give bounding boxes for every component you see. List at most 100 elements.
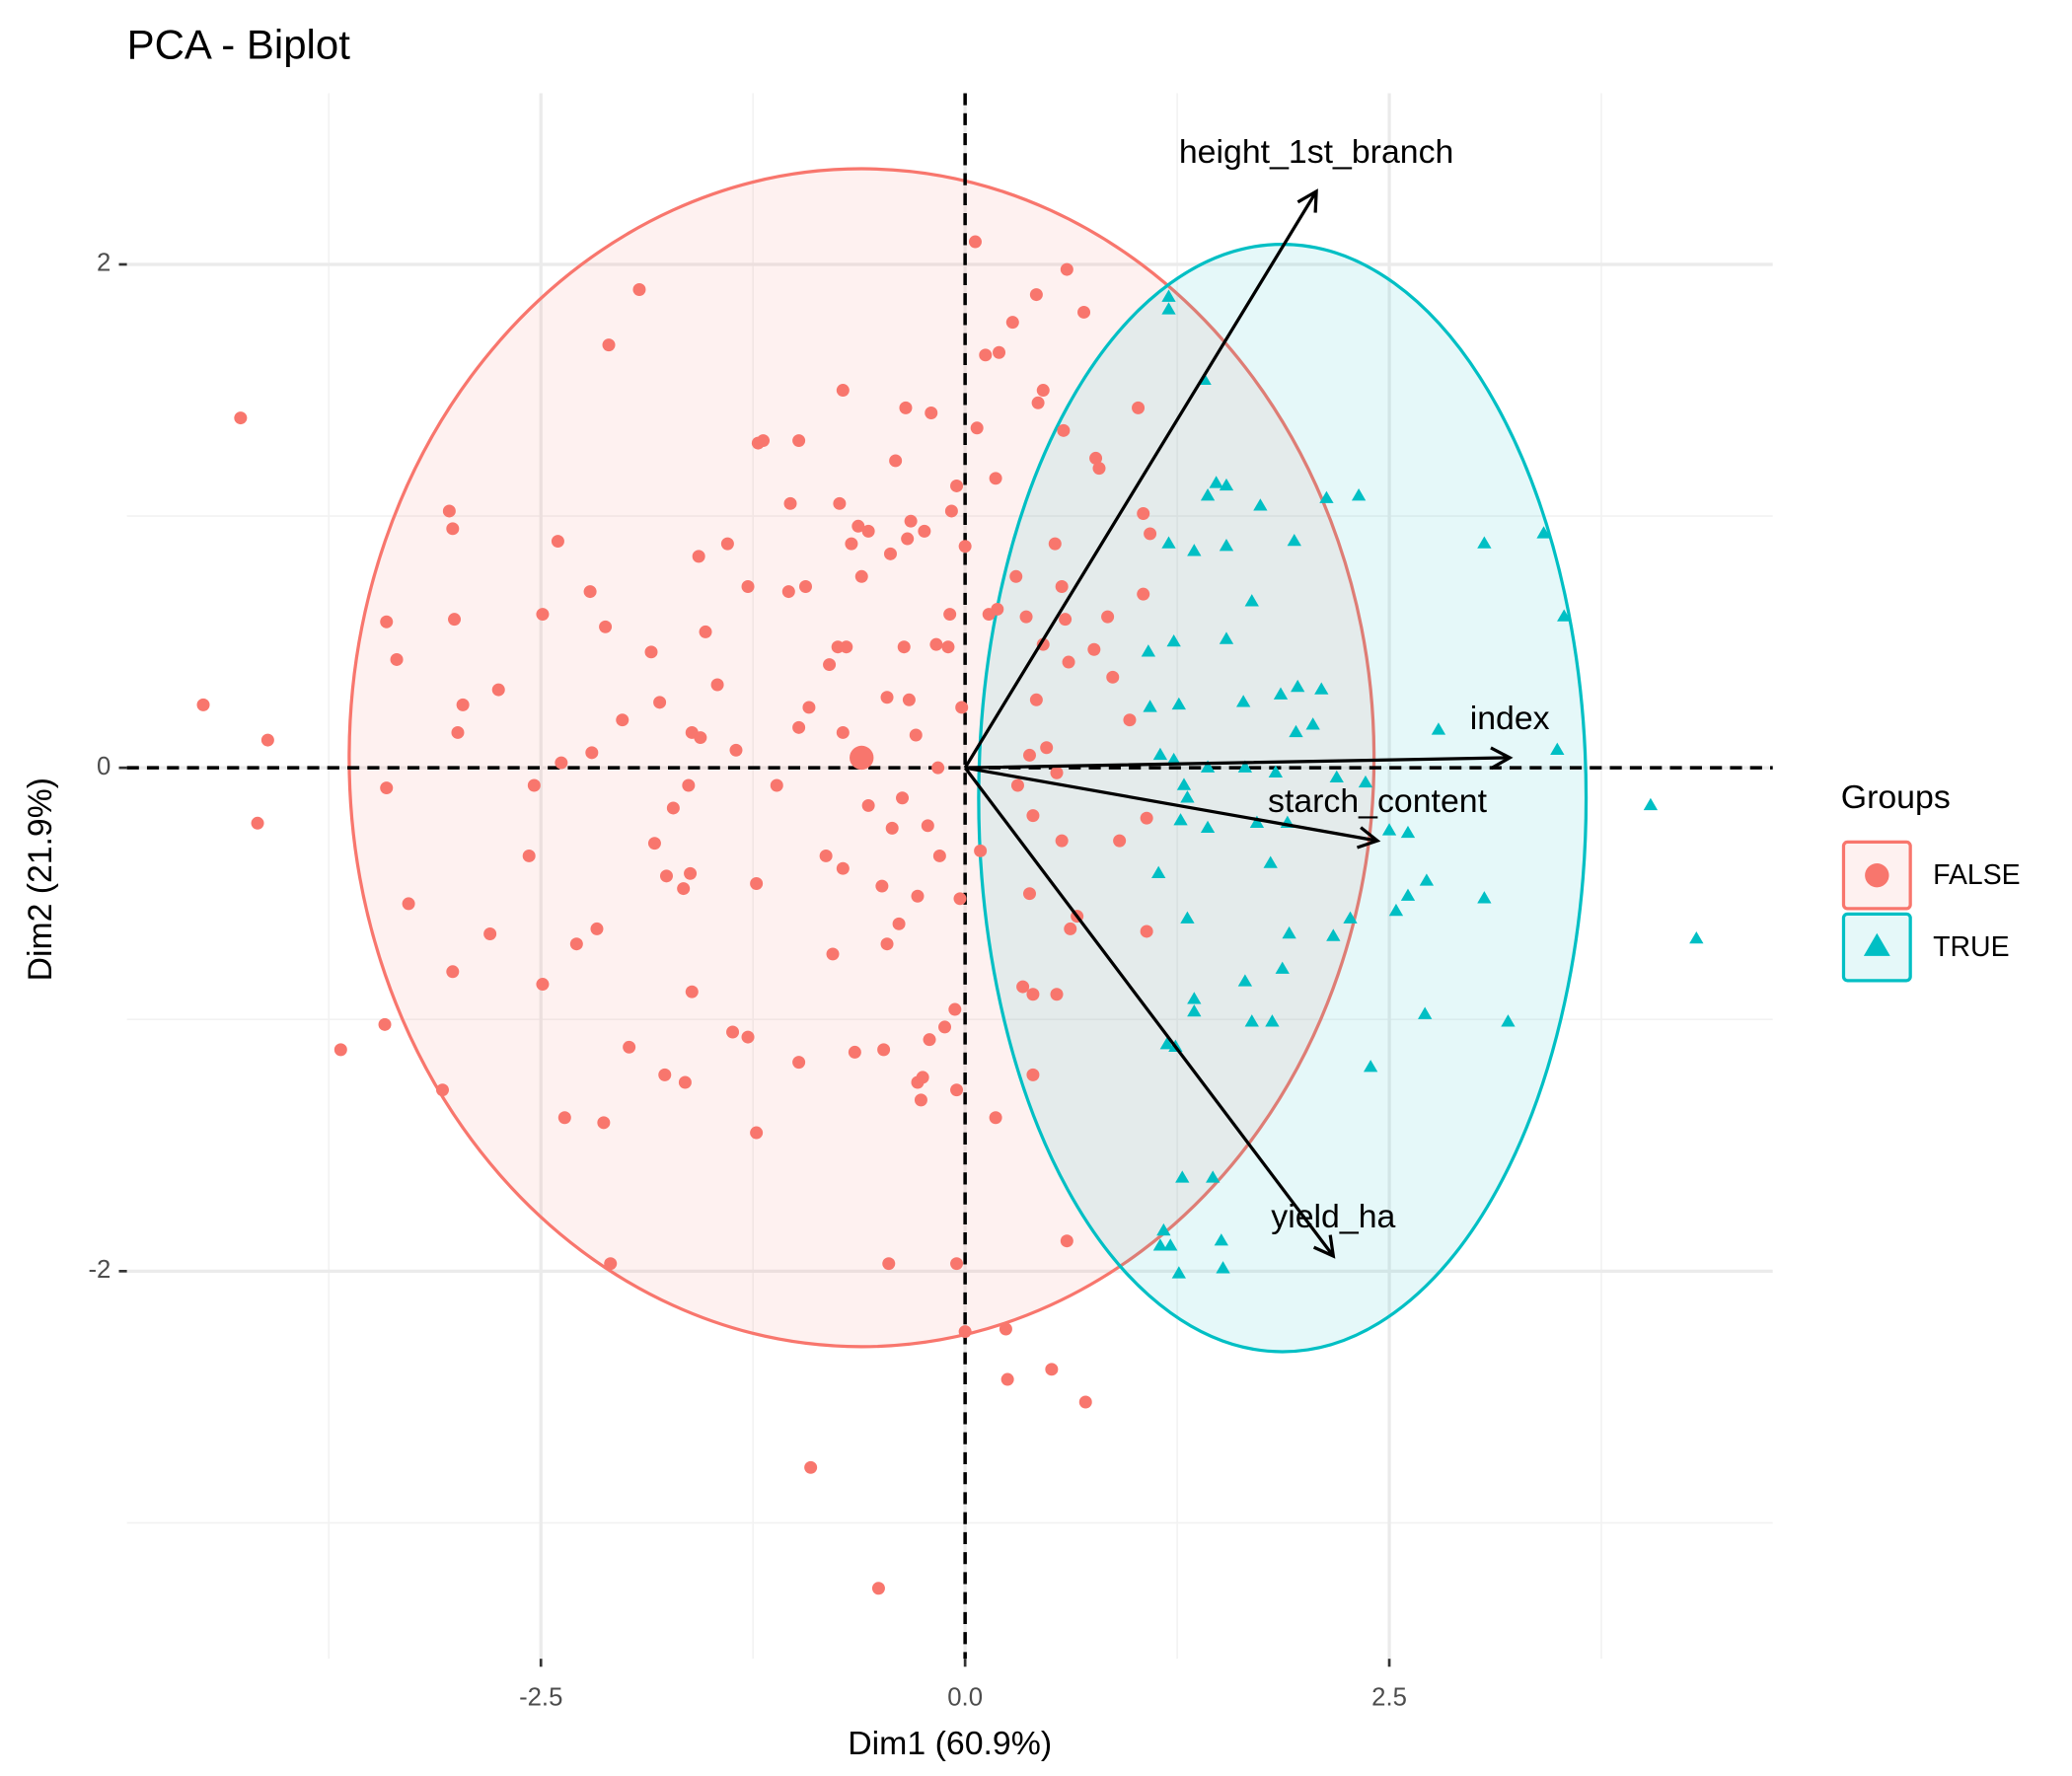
point (555, 756, 568, 770)
point (901, 532, 915, 546)
point (1050, 766, 1064, 779)
point (590, 922, 604, 935)
point (557, 1111, 571, 1125)
point (1265, 1014, 1280, 1027)
point (836, 861, 850, 875)
point (792, 720, 806, 734)
point (1166, 633, 1181, 647)
point (1275, 961, 1290, 974)
point (882, 1257, 896, 1271)
point (251, 816, 264, 830)
point (943, 608, 957, 622)
point (1249, 815, 1265, 828)
point (941, 640, 955, 654)
point (1363, 1060, 1378, 1073)
point (1358, 775, 1373, 788)
point (442, 504, 456, 518)
point (599, 620, 613, 633)
point (1477, 536, 1492, 549)
point (974, 844, 988, 857)
point (1244, 1014, 1259, 1027)
point (1187, 544, 1202, 556)
legend-symbol (1865, 863, 1889, 888)
point (1144, 527, 1157, 541)
point (1062, 655, 1075, 669)
point (1140, 925, 1153, 938)
point (1055, 834, 1069, 848)
point (623, 1040, 636, 1054)
point (684, 866, 698, 880)
point (792, 434, 806, 448)
point (378, 1017, 392, 1031)
point (833, 496, 847, 510)
point (902, 693, 916, 706)
point (380, 781, 394, 795)
point (1550, 742, 1565, 755)
point (896, 791, 910, 805)
point (1291, 679, 1305, 693)
point (802, 701, 816, 714)
point (1326, 928, 1341, 941)
point (536, 978, 550, 992)
point (989, 1111, 1002, 1125)
point (798, 580, 812, 593)
point (446, 522, 460, 536)
axes: -2.5 0.0 2.5 -2 0 2 (89, 250, 1407, 1712)
point (1060, 1234, 1073, 1248)
point (1132, 401, 1146, 414)
point (729, 743, 743, 757)
point (1048, 537, 1062, 551)
point (792, 1056, 806, 1070)
point (950, 479, 964, 492)
point (692, 550, 705, 563)
point (1351, 488, 1367, 501)
chart-title: PCA - Biplot (127, 22, 351, 68)
point (1329, 770, 1344, 783)
point (1161, 289, 1176, 302)
point (1163, 1238, 1178, 1251)
point (1064, 922, 1077, 935)
legend-symbol (1863, 932, 1890, 956)
point (1016, 980, 1030, 994)
point (1689, 930, 1704, 944)
point (1141, 644, 1156, 657)
point (1343, 911, 1358, 924)
point (1078, 1395, 1092, 1409)
legend-label: TRUE (1933, 931, 2009, 963)
point (757, 434, 771, 448)
point (1319, 490, 1334, 503)
point (979, 348, 993, 362)
point (1152, 747, 1168, 761)
point (659, 869, 673, 883)
x-tick-label: 0.0 (947, 1683, 983, 1711)
point (741, 1030, 755, 1044)
point (1388, 903, 1404, 917)
point (1055, 580, 1069, 593)
y-tick-label: 0 (97, 753, 111, 780)
point (448, 613, 462, 627)
point (658, 1068, 672, 1081)
point (1022, 748, 1036, 762)
point (1152, 1238, 1168, 1251)
point (604, 1257, 618, 1271)
point (989, 472, 1002, 485)
point (1143, 700, 1157, 712)
point (1092, 462, 1106, 476)
point (741, 580, 755, 593)
point (1010, 778, 1024, 792)
point (585, 746, 599, 760)
point (1219, 539, 1234, 552)
point (1314, 682, 1329, 695)
point (1273, 687, 1289, 700)
point (1175, 1170, 1190, 1183)
point (694, 731, 707, 745)
point (1287, 533, 1301, 547)
point (1137, 507, 1150, 521)
point (1206, 1170, 1221, 1183)
point (380, 615, 394, 629)
point (491, 683, 505, 697)
variable-arrow (964, 766, 1381, 850)
point (616, 713, 629, 727)
point (921, 819, 934, 833)
point (1477, 891, 1492, 904)
